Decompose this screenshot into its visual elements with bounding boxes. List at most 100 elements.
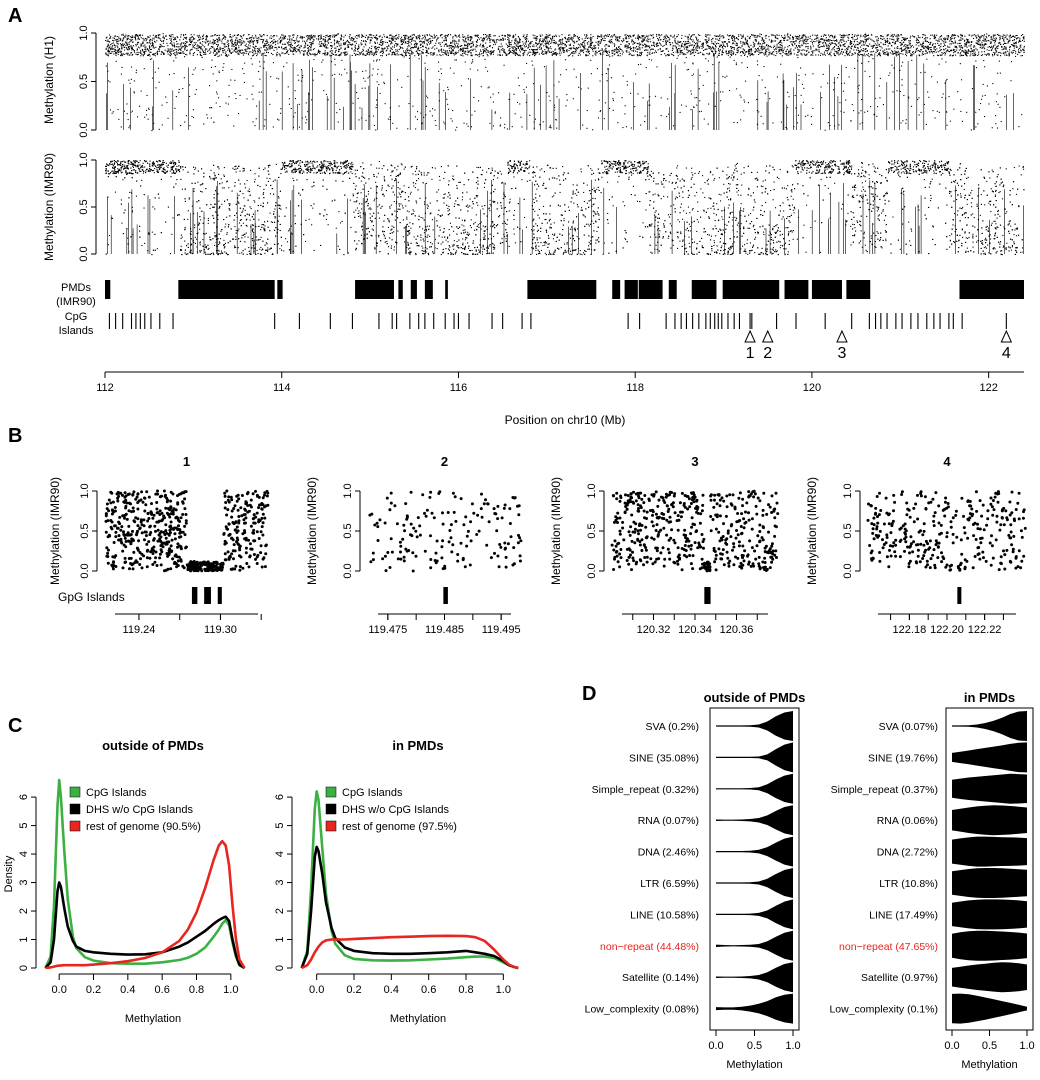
data-point — [588, 41, 590, 43]
data-point — [968, 49, 970, 51]
data-point — [574, 52, 576, 54]
data-point — [331, 74, 333, 76]
data-point — [985, 39, 987, 41]
data-point — [170, 39, 172, 41]
data-point — [788, 52, 790, 54]
data-point — [964, 49, 966, 51]
data-point — [445, 43, 447, 45]
data-point — [222, 34, 224, 36]
data-point — [107, 47, 109, 49]
data-point — [456, 42, 458, 44]
data-point — [926, 47, 928, 49]
data-point — [537, 47, 539, 49]
data-point — [518, 85, 520, 87]
data-point — [492, 47, 494, 49]
data-point — [469, 36, 471, 38]
data-point — [376, 51, 378, 53]
data-point — [807, 42, 809, 44]
data-point — [526, 54, 528, 56]
data-point — [1008, 55, 1010, 57]
data-point — [954, 40, 956, 42]
data-point — [1005, 46, 1007, 48]
data-point — [329, 55, 331, 57]
data-point — [369, 42, 371, 44]
data-point — [804, 38, 806, 40]
data-point — [765, 50, 767, 52]
data-point — [809, 37, 811, 39]
data-point — [419, 50, 421, 52]
data-point — [480, 43, 482, 45]
data-point — [991, 47, 993, 49]
data-point — [775, 55, 777, 57]
data-point — [472, 43, 474, 45]
data-point — [298, 49, 300, 51]
data-point — [592, 35, 594, 37]
data-point — [876, 40, 878, 42]
data-point — [547, 42, 549, 44]
data-point — [851, 41, 853, 43]
data-point — [746, 39, 748, 41]
data-point — [456, 126, 458, 128]
data-point — [313, 48, 315, 50]
data-point — [937, 51, 939, 53]
data-point — [324, 42, 326, 44]
data-point — [906, 45, 908, 47]
data-point — [546, 52, 548, 54]
data-point — [508, 42, 510, 44]
data-point — [933, 38, 935, 40]
data-point — [547, 46, 549, 48]
data-point — [467, 54, 469, 56]
data-point — [196, 45, 198, 47]
data-point — [408, 52, 410, 54]
data-point — [236, 43, 238, 45]
data-point — [116, 41, 118, 43]
data-point — [863, 50, 865, 52]
data-point — [706, 39, 708, 41]
data-point — [370, 39, 372, 41]
data-point — [422, 34, 424, 36]
data-point — [404, 36, 406, 38]
data-point — [137, 41, 139, 43]
data-point — [157, 67, 159, 69]
data-point — [206, 48, 208, 50]
data-point — [822, 53, 824, 55]
data-point — [919, 37, 921, 39]
data-point — [202, 41, 204, 43]
data-point — [274, 40, 276, 42]
data-point — [256, 48, 258, 50]
data-point — [261, 35, 263, 37]
data-point — [650, 34, 652, 36]
data-point — [158, 35, 160, 37]
data-point — [558, 52, 560, 54]
data-point — [701, 43, 703, 45]
data-point — [180, 43, 182, 45]
data-point — [547, 48, 549, 50]
data-point — [410, 49, 412, 51]
data-point — [434, 48, 436, 50]
data-point — [531, 48, 533, 50]
data-point — [539, 40, 541, 42]
data-point — [652, 48, 654, 50]
data-point — [405, 52, 407, 54]
data-point — [750, 54, 752, 56]
data-point — [834, 36, 836, 38]
data-point — [433, 52, 435, 54]
data-point — [445, 43, 447, 45]
data-point — [180, 48, 182, 50]
data-point — [189, 44, 191, 46]
data-point — [143, 53, 145, 55]
data-point — [954, 49, 956, 51]
data-point — [217, 56, 219, 58]
data-point — [632, 35, 634, 37]
data-point — [841, 35, 843, 37]
data-point — [419, 38, 421, 40]
data-point — [917, 49, 919, 51]
data-point — [356, 92, 358, 94]
data-point — [1008, 53, 1010, 55]
data-point — [314, 55, 316, 57]
data-point — [469, 50, 471, 52]
data-point — [115, 52, 117, 54]
data-point — [588, 53, 590, 55]
data-point — [861, 50, 863, 52]
data-point — [925, 40, 927, 42]
